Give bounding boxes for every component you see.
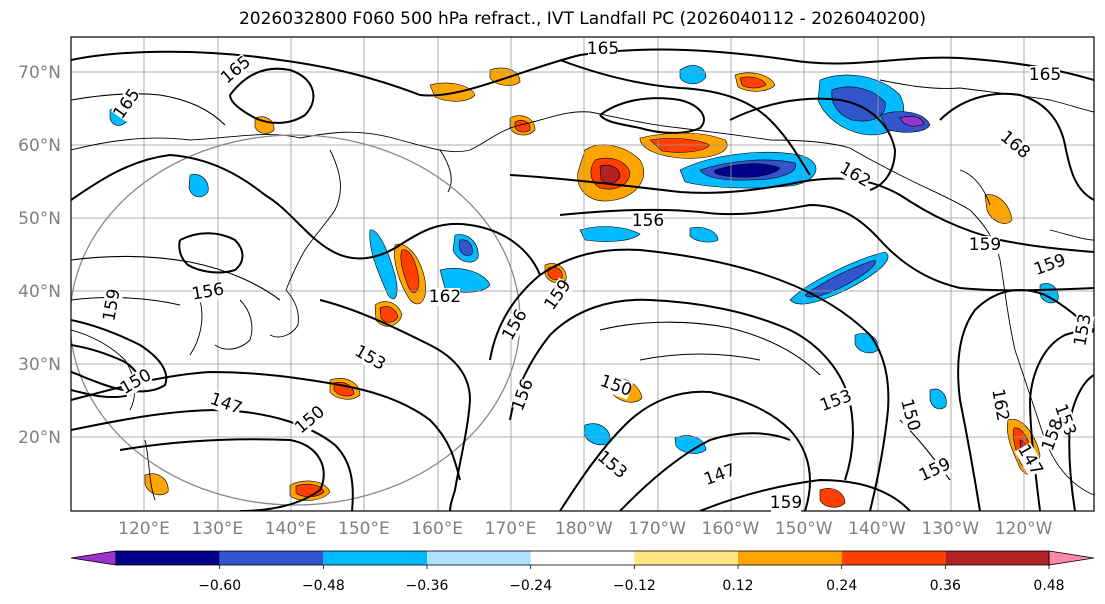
lon-tick-label: 150°E: [338, 519, 390, 539]
contour-label-bg: [818, 387, 854, 415]
contour-label-bg: [218, 53, 254, 87]
lat-tick-label: 60°N: [18, 136, 61, 156]
contour-label-bg: [292, 403, 328, 437]
colorbar-tick-label: −0.48: [302, 578, 345, 594]
contour-label-bg: [771, 494, 801, 512]
colorbar-box: [634, 551, 738, 565]
secondary-contours: [71, 93, 951, 481]
contour-label-bg: [917, 455, 953, 485]
contour-label: 165: [1029, 65, 1061, 85]
colorbar: [70, 550, 1095, 566]
colorbar-box: [530, 551, 635, 565]
lat-tick-label: 40°N: [18, 282, 61, 302]
colorbar-box: [116, 551, 220, 565]
contour-label-bg: [542, 277, 574, 313]
contour-label-bg: [594, 448, 630, 482]
colorbar-tick-label: 0.48: [1033, 578, 1064, 594]
colorbar-box: [219, 551, 324, 565]
contour-label-bg: [988, 388, 1012, 422]
lon-tick-label: 170°W: [628, 519, 686, 539]
lat-tick-label: 50°N: [18, 209, 61, 229]
contour-label: 162: [429, 287, 461, 307]
colorbar-tick-labels: −0.60 −0.48 −0.36 −0.24 −0.12 0.12 0.24 0.36 0.4…: [198, 565, 1065, 594]
contour-label-bg: [633, 212, 663, 230]
map-content: [71, 37, 1094, 511]
colorbar-box: [427, 551, 531, 565]
contour-label-bg: [897, 398, 923, 432]
contour-label-bg: [352, 342, 388, 374]
lon-tick-label: 160°E: [411, 519, 463, 539]
colorbar-tick-label: 0.12: [722, 578, 753, 594]
contour-label: 159: [770, 493, 802, 513]
contour-label-bg: [970, 236, 1000, 254]
colorbar-arrow-left: [70, 550, 117, 566]
lat-tick-label: 70°N: [18, 63, 61, 83]
colorbar-tick-label: −0.36: [406, 578, 449, 594]
lat-tick-label: 20°N: [18, 428, 61, 448]
map-title: 2026032800 F060 500 hPa refract., IVT La…: [238, 9, 926, 29]
lon-tick-label: 150°W: [775, 519, 833, 539]
map-border: [70, 36, 1095, 512]
contour-label: 165: [587, 39, 619, 59]
contour-label-bg: [111, 86, 143, 122]
lon-tick-label: 120°W: [995, 519, 1053, 539]
lat-tick-label: 30°N: [18, 355, 61, 375]
lon-tick-label: 170°E: [485, 519, 537, 539]
contour-label-bg: [208, 390, 244, 418]
colorbar-box: [738, 551, 842, 565]
colorbar-box: [841, 551, 946, 565]
colorbar-tick-label: 0.24: [826, 578, 857, 594]
contour-label-bg: [837, 159, 873, 191]
colorbar-arrow-right: [1048, 550, 1095, 566]
graticule: [71, 37, 1094, 511]
contour-label-bg: [702, 461, 738, 489]
colorbar-box: [945, 551, 1049, 565]
longitude-labels: 120°E 130°E 140°E 150°E 160°E 170°E 180°W 170°W…: [118, 519, 1053, 539]
lon-tick-label: 140°W: [848, 519, 906, 539]
colorbar-box: [323, 551, 427, 565]
contour-label-bg: [430, 288, 460, 306]
colorbar-tick-label: −0.60: [198, 578, 241, 594]
contour-label-bg: [1071, 313, 1095, 347]
anomaly-shading: [109, 65, 1059, 508]
contour-label-bg: [1051, 402, 1079, 438]
contour-label-bg: [1032, 251, 1068, 279]
colorbar-tick-label: −0.12: [613, 578, 656, 594]
contour-label-bg: [191, 280, 225, 304]
contour-label-bg: [100, 288, 124, 322]
contour-label-bg: [598, 372, 634, 400]
lon-tick-label: 130°E: [191, 519, 243, 539]
lon-tick-label: 140°E: [265, 519, 317, 539]
coastlines: [71, 79, 1094, 501]
contour-label-bg: [1014, 442, 1046, 478]
contour-label-bg: [1039, 417, 1067, 453]
lon-tick-label: 120°E: [118, 519, 170, 539]
contour-label: 159: [969, 235, 1001, 255]
contour-label: 156: [632, 211, 664, 231]
lon-tick-label: 130°W: [921, 519, 979, 539]
colorbar-tick-label: 0.36: [930, 578, 961, 594]
contour-label-bg: [118, 366, 154, 398]
contour-label-bg: [499, 307, 531, 343]
lon-tick-label: 160°W: [702, 519, 760, 539]
latitude-labels: 70°N 60°N 50°N 40°N 30°N 20°N: [18, 63, 61, 448]
contour-label-bg: [1030, 66, 1060, 84]
lon-tick-label: 180°W: [555, 519, 613, 539]
contour-label-bg: [509, 377, 537, 413]
colorbar-frame: [115, 550, 1050, 566]
contour-label-bg: [997, 128, 1033, 162]
contour-label-bg: [588, 40, 618, 58]
colorbar-tick-label: −0.24: [509, 578, 552, 594]
